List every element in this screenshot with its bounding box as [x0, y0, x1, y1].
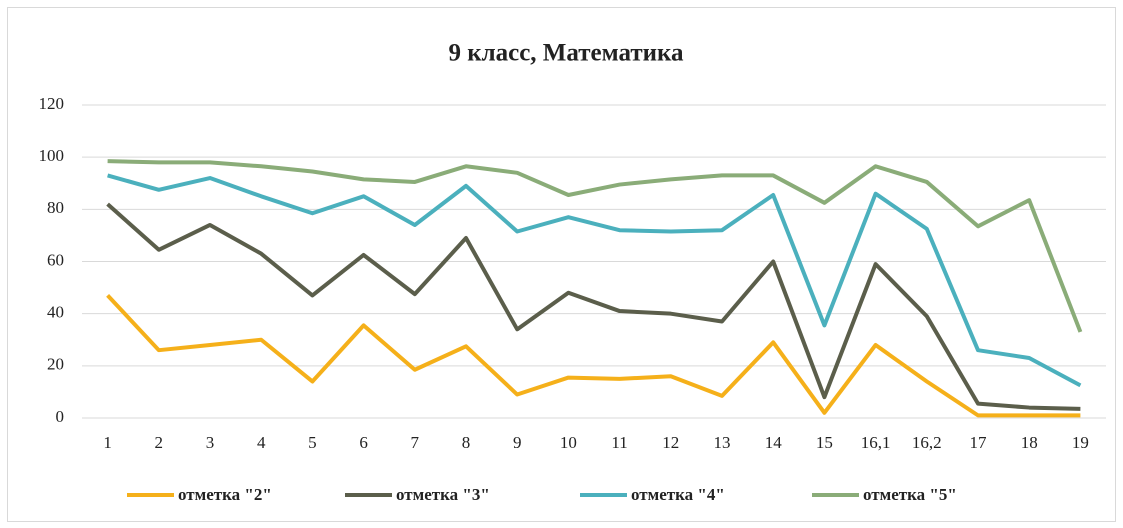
x-tick-label: 15	[816, 433, 833, 452]
y-tick-label: 40	[47, 303, 64, 322]
y-tick-label: 120	[39, 94, 65, 113]
x-tick-label: 18	[1021, 433, 1038, 452]
x-tick-label: 12	[662, 433, 679, 452]
y-tick-label: 20	[47, 355, 64, 374]
chart-title: 9 класс, Математика	[448, 40, 684, 67]
legend-label: отметка "4"	[631, 485, 725, 504]
chart-border	[7, 7, 1116, 522]
x-tick-label: 5	[308, 433, 317, 452]
x-tick-label: 8	[462, 433, 471, 452]
legend-label: отметка "5"	[863, 485, 957, 504]
x-tick-label: 4	[257, 433, 266, 452]
x-tick-label: 11	[611, 433, 627, 452]
x-tick-label: 13	[714, 433, 731, 452]
x-tick-label: 17	[970, 433, 988, 452]
x-tick-label: 14	[765, 433, 783, 452]
legend-label: отметка "3"	[396, 485, 490, 504]
x-tick-label: 16,1	[861, 433, 891, 452]
x-tick-label: 3	[206, 433, 215, 452]
x-tick-label: 16,2	[912, 433, 942, 452]
x-tick-label: 2	[155, 433, 164, 452]
y-tick-label: 100	[39, 146, 65, 165]
series-line	[107, 159, 1083, 333]
x-tick-label: 6	[359, 433, 368, 452]
x-tick-label: 9	[513, 433, 522, 452]
legend-label: отметка "2"	[178, 485, 272, 504]
x-tick-label: 10	[560, 433, 577, 452]
series-line	[106, 202, 1081, 411]
y-tick-label: 80	[47, 198, 64, 217]
x-tick-label: 19	[1072, 433, 1089, 452]
y-tick-label: 0	[56, 407, 65, 426]
series-line	[106, 294, 1081, 418]
x-tick-label: 7	[411, 433, 420, 452]
x-tick-label: 1	[103, 433, 112, 452]
series-line	[107, 173, 1082, 388]
y-tick-label: 60	[47, 250, 64, 269]
